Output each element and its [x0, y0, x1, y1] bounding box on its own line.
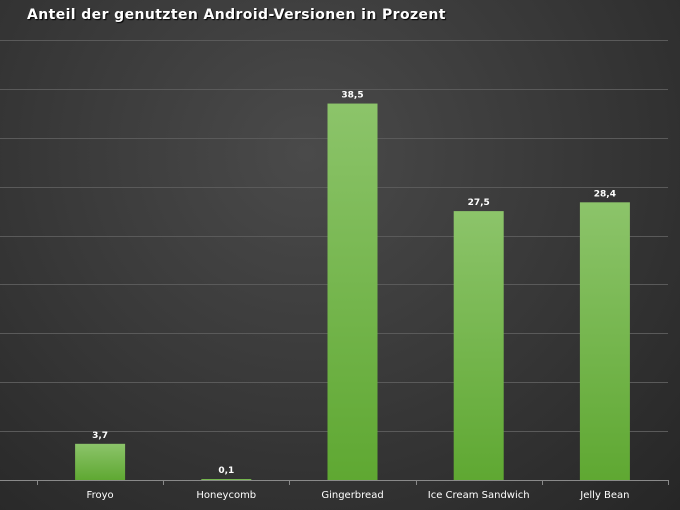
data-label: 38,5	[341, 91, 363, 101]
bar	[201, 479, 252, 480]
data-label: 0,1	[218, 466, 234, 476]
category-label: Honeycomb	[196, 490, 256, 501]
category-label: Gingerbread	[321, 490, 383, 501]
data-label: 27,5	[468, 198, 490, 208]
bar	[579, 202, 630, 481]
bar	[75, 443, 126, 480]
category-label: Jelly Bean	[579, 490, 629, 501]
chart-title: Anteil der genutzten Android-Versionen i…	[27, 7, 446, 23]
bar	[327, 103, 378, 481]
data-label: 3,7	[92, 431, 108, 441]
data-label: 28,4	[594, 189, 616, 199]
bar	[453, 211, 504, 480]
category-label: Froyo	[87, 490, 114, 501]
category-label: Ice Cream Sandwich	[428, 490, 530, 501]
